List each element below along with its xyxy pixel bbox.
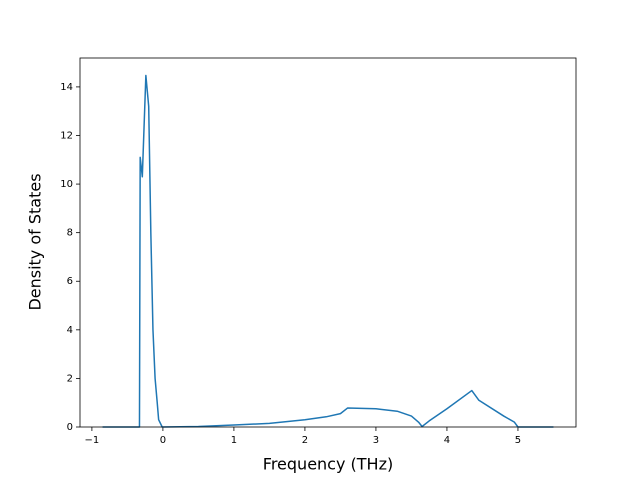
x-axis-label: Frequency (THz)	[263, 455, 393, 474]
y-tick-label: 10	[60, 179, 73, 190]
y-axis-label: Density of States	[26, 173, 45, 310]
x-tick-label: 3	[373, 435, 379, 446]
x-tick-label: 1	[231, 435, 237, 446]
y-tick-label: 6	[67, 276, 73, 287]
x-tick-label: −1	[85, 435, 100, 446]
data-line	[102, 74, 554, 428]
x-tick-label: 4	[444, 435, 450, 446]
y-tick-label: 14	[60, 82, 73, 93]
x-tick-label: 5	[515, 435, 521, 446]
y-tick-label: 4	[67, 325, 73, 336]
y-tick-label: 0	[67, 422, 73, 433]
y-tick-label: 12	[60, 130, 73, 141]
x-tick-label: 2	[302, 435, 308, 446]
plot-frame	[79, 57, 577, 428]
y-tick-label: 8	[67, 228, 73, 239]
y-tick-label: 2	[67, 373, 73, 384]
x-tick-label: 0	[160, 435, 166, 446]
